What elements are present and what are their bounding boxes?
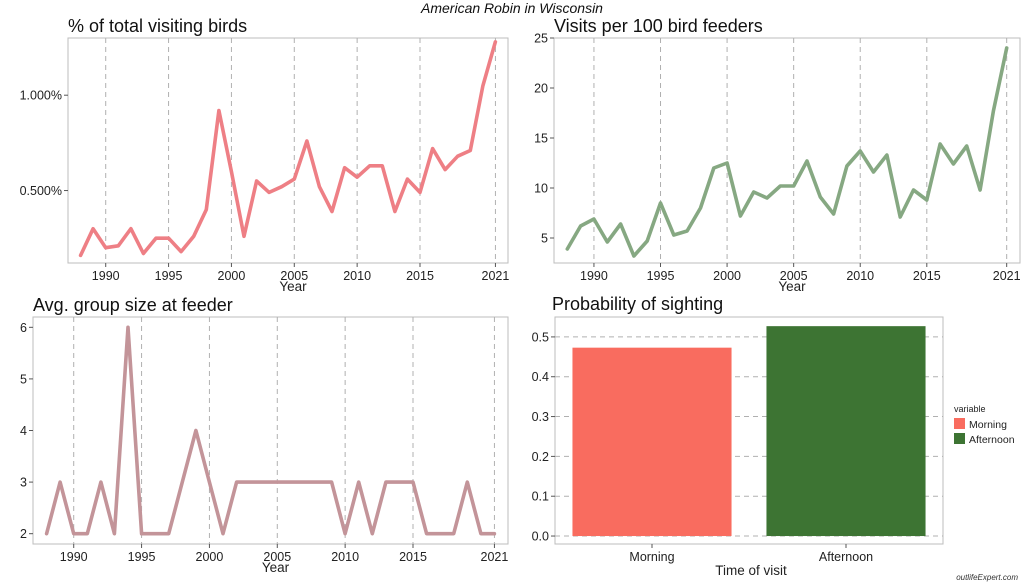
x-tick-label: 2005 bbox=[780, 269, 808, 283]
y-tick-label: 4 bbox=[20, 424, 27, 438]
bar-morning bbox=[572, 347, 732, 537]
panel-title: Visits per 100 bird feeders bbox=[554, 16, 763, 36]
x-tick-label: 2021 bbox=[993, 269, 1021, 283]
legend-swatch bbox=[954, 433, 965, 444]
y-tick-label: 6 bbox=[20, 321, 27, 335]
x-axis-label: Year bbox=[778, 279, 806, 292]
y-tick-label: 5 bbox=[541, 232, 548, 246]
x-tick-label: 2005 bbox=[280, 269, 308, 283]
series-line bbox=[44, 325, 497, 536]
panel-title: Probability of sighting bbox=[552, 294, 723, 314]
x-tick-label: 2021 bbox=[482, 269, 510, 283]
panel-title: Avg. group size at feeder bbox=[33, 295, 233, 315]
plot-border bbox=[67, 37, 509, 264]
panel-title: % of total visiting birds bbox=[68, 16, 247, 36]
x-tick-label: 2010 bbox=[331, 550, 359, 564]
y-tick-label: 0.1 bbox=[532, 490, 549, 504]
y-tick-label: 0.0 bbox=[532, 530, 549, 544]
plot-border bbox=[553, 37, 1021, 264]
y-tick-label: 20 bbox=[534, 82, 548, 96]
bar-afternoon bbox=[766, 326, 926, 537]
x-tick-label: 2000 bbox=[713, 269, 741, 283]
x-axis-label: Year bbox=[279, 279, 307, 292]
chart-percent-visiting: % of total visiting birds 1990 1995 2000 200… bbox=[20, 16, 510, 292]
x-tick-label: 1995 bbox=[155, 269, 183, 283]
y-tick-label: 0.5 bbox=[532, 330, 549, 344]
x-axis-label: Time of visit bbox=[715, 563, 787, 578]
x-tick-label: 1990 bbox=[60, 550, 88, 564]
y-tick-label: 1.000% bbox=[20, 89, 62, 103]
y-tick-label: 0.3 bbox=[532, 410, 549, 424]
figure-title: American Robin in Wisconsin bbox=[421, 0, 603, 16]
y-tick-label: 3 bbox=[20, 476, 27, 490]
x-tick-label: 2000 bbox=[218, 269, 246, 283]
y-tick-label: 15 bbox=[534, 132, 548, 146]
x-tick-label: Afternoon bbox=[819, 550, 873, 564]
x-tick-label: Morning bbox=[629, 550, 674, 564]
x-tick-label: 2000 bbox=[196, 550, 224, 564]
y-tick-label: 2 bbox=[20, 527, 27, 541]
y-tick-label: 0.4 bbox=[532, 370, 549, 384]
chart-visits-per-100-feeders: Visits per 100 bird feeders 1990 1995 2000 2… bbox=[534, 16, 1021, 292]
x-tick-label: 1990 bbox=[580, 269, 608, 283]
x-tick-label: 2015 bbox=[399, 550, 427, 564]
x-tick-label: 1995 bbox=[128, 550, 156, 564]
plot-border bbox=[32, 316, 509, 545]
series-line bbox=[78, 39, 498, 258]
credit-text: outlifeExpert.com bbox=[956, 573, 1018, 582]
y-tick-label: 0.2 bbox=[532, 450, 549, 464]
y-tick-label: 25 bbox=[534, 32, 548, 46]
x-tick-label: 1995 bbox=[647, 269, 675, 283]
y-tick-label: 10 bbox=[534, 182, 548, 196]
x-tick-label: 2015 bbox=[406, 269, 434, 283]
y-tick-label: 0.500% bbox=[20, 184, 62, 198]
legend-label: Afternoon bbox=[969, 434, 1015, 446]
legend-swatch bbox=[954, 418, 965, 429]
series-line bbox=[565, 46, 1009, 258]
x-tick-label: 2005 bbox=[263, 550, 291, 564]
x-tick-label: 2015 bbox=[913, 269, 941, 283]
x-tick-label: 2010 bbox=[846, 269, 874, 283]
x-tick-label: 2021 bbox=[481, 550, 509, 564]
legend-label: Morning bbox=[969, 419, 1007, 431]
plot-border bbox=[554, 316, 944, 545]
x-tick-label: 2010 bbox=[343, 269, 371, 283]
x-tick-label: 1990 bbox=[92, 269, 120, 283]
y-tick-label: 5 bbox=[20, 372, 27, 386]
chart-probability-of-sighting: Probability of sighting 0.0 0.1 0.2 0.3 0.4 0.… bbox=[532, 294, 1015, 578]
legend-title: variable bbox=[954, 404, 986, 414]
chart-avg-group-size: Avg. group size at feeder 1990 1995 2000 200… bbox=[20, 295, 509, 575]
x-axis-label: Year bbox=[262, 560, 290, 575]
